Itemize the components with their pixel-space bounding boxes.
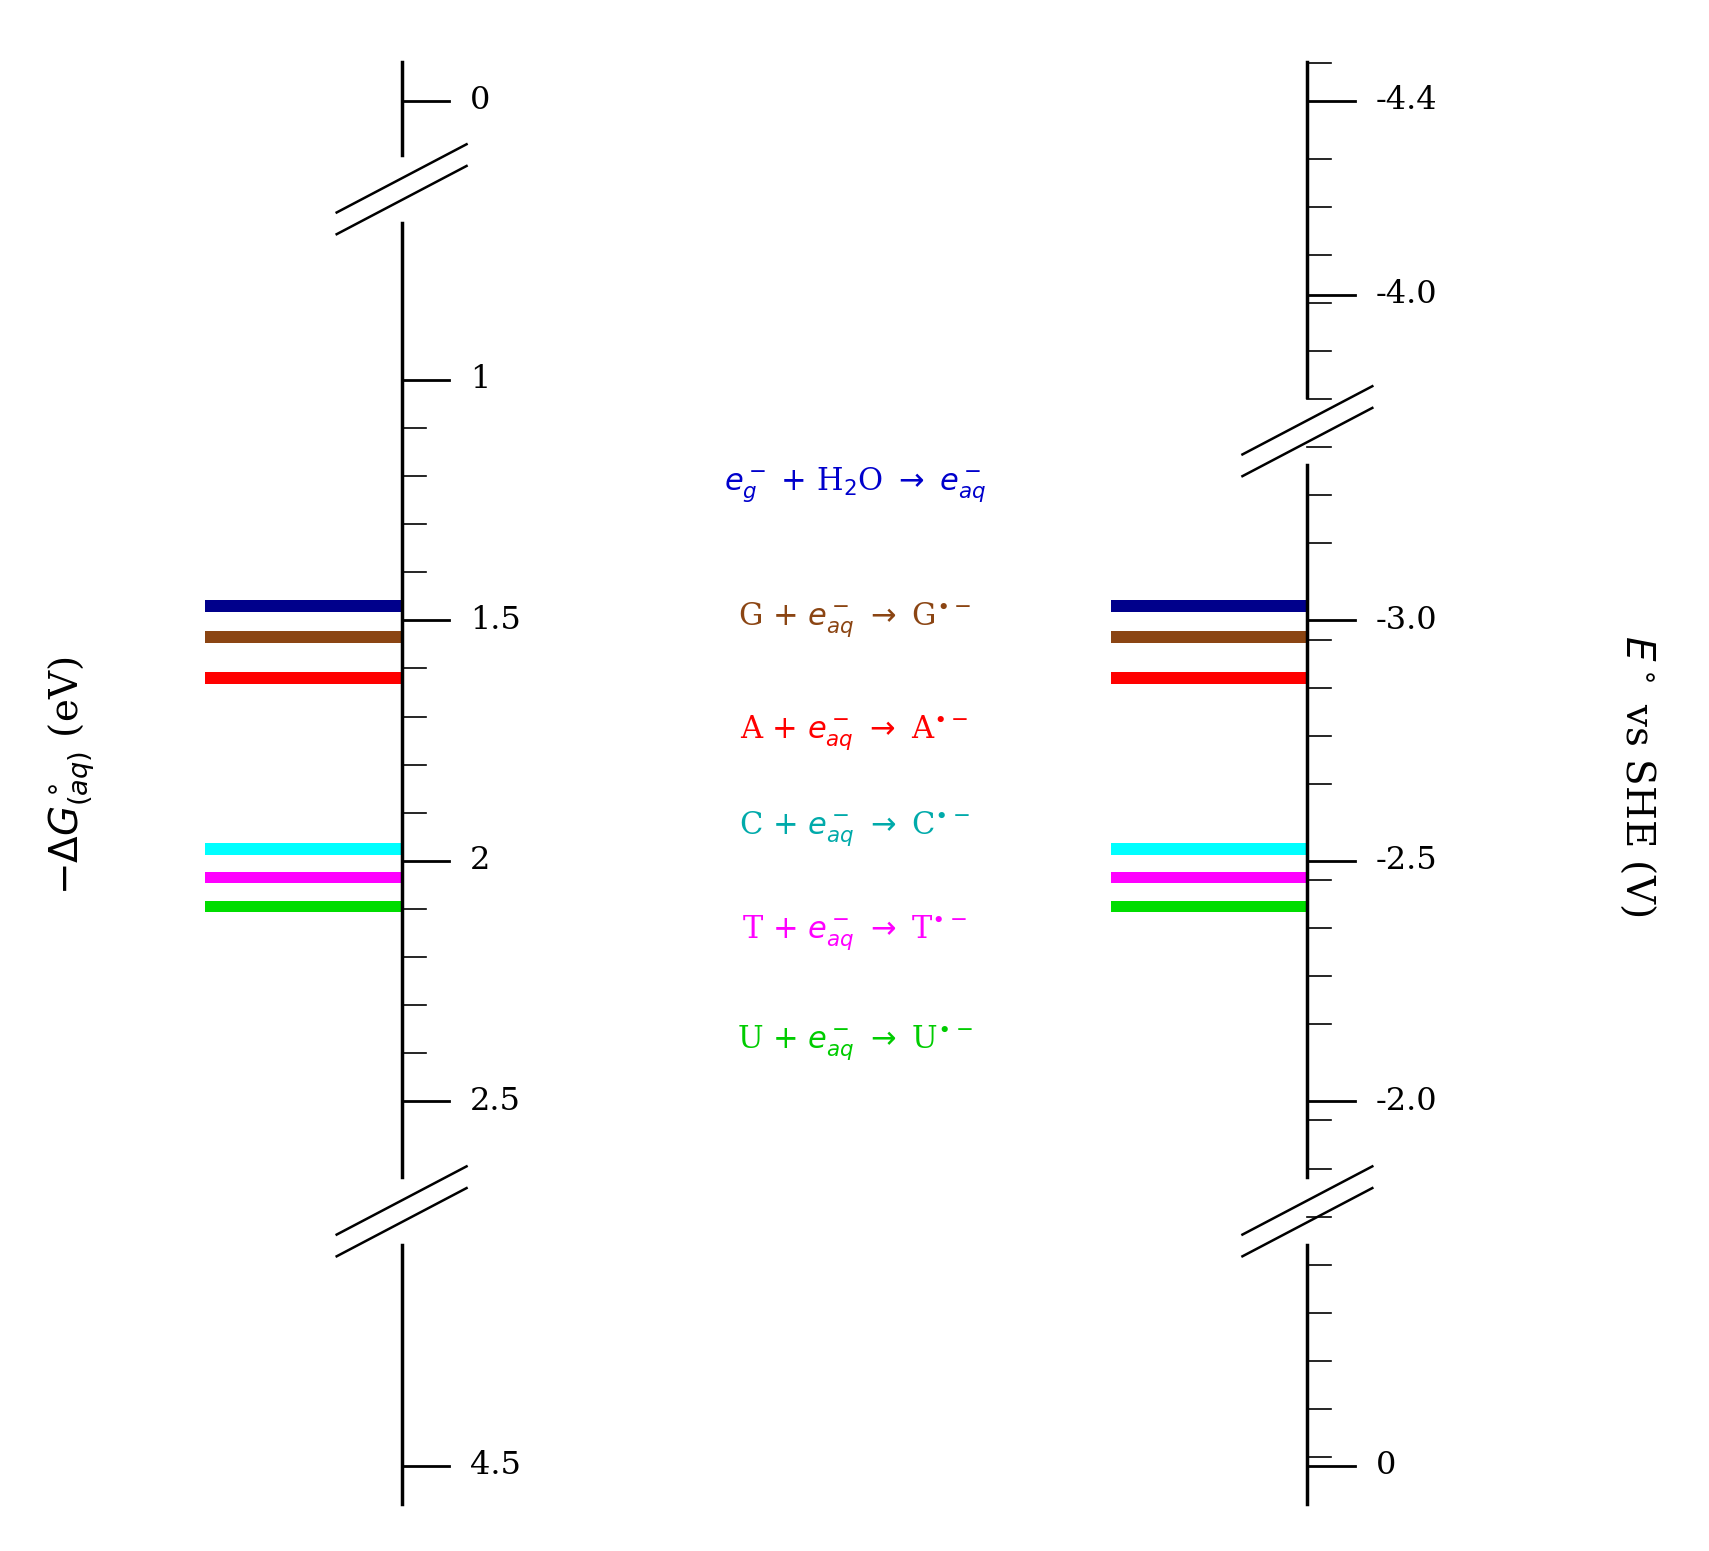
Text: G + $e_{aq}^-$ $\rightarrow$ G$^{\bullet-}$: G + $e_{aq}^-$ $\rightarrow$ G$^{\bullet… xyxy=(738,600,971,641)
Bar xyxy=(1111,672,1307,684)
Text: 2: 2 xyxy=(470,845,490,876)
Bar xyxy=(1111,842,1307,855)
Text: A + $e_{aq}^-$ $\rightarrow$ A$^{\bullet-}$: A + $e_{aq}^-$ $\rightarrow$ A$^{\bullet… xyxy=(740,713,969,754)
Text: 4.5: 4.5 xyxy=(470,1450,521,1481)
Text: 1.5: 1.5 xyxy=(470,605,521,636)
Text: -4.0: -4.0 xyxy=(1376,279,1437,310)
Bar xyxy=(205,872,402,884)
Bar xyxy=(205,901,402,912)
Bar xyxy=(1111,631,1307,644)
Bar xyxy=(1111,600,1307,611)
Bar xyxy=(205,842,402,855)
Text: 1: 1 xyxy=(470,364,490,396)
Text: 0: 0 xyxy=(470,85,490,116)
Text: -4.4: -4.4 xyxy=(1376,85,1437,116)
Text: -2.0: -2.0 xyxy=(1376,1086,1437,1117)
Text: $e_g^-$ + H$_2$O $\rightarrow$ $e_{aq}^-$: $e_g^-$ + H$_2$O $\rightarrow$ $e_{aq}^-… xyxy=(723,467,986,506)
Text: T + $e_{aq}^-$ $\rightarrow$ T$^{\bullet-}$: T + $e_{aq}^-$ $\rightarrow$ T$^{\bullet… xyxy=(742,914,967,952)
Bar xyxy=(1111,901,1307,912)
Text: U + $e_{aq}^-$ $\rightarrow$ U$^{\bullet-}$: U + $e_{aq}^-$ $\rightarrow$ U$^{\bullet… xyxy=(737,1024,972,1062)
Text: $-\Delta G^\circ_{(aq)}$ (eV): $-\Delta G^\circ_{(aq)}$ (eV) xyxy=(46,656,97,895)
Text: 0: 0 xyxy=(1376,1450,1396,1481)
Bar xyxy=(205,600,402,611)
Bar xyxy=(205,672,402,684)
Text: 2.5: 2.5 xyxy=(470,1086,521,1117)
Text: C + $e_{aq}^-$ $\rightarrow$ C$^{\bullet-}$: C + $e_{aq}^-$ $\rightarrow$ C$^{\bullet… xyxy=(738,810,971,850)
Text: -2.5: -2.5 xyxy=(1376,845,1437,876)
Bar xyxy=(1111,872,1307,884)
Text: $E^\circ$ vs SHE (V): $E^\circ$ vs SHE (V) xyxy=(1618,634,1656,917)
Text: -3.0: -3.0 xyxy=(1376,605,1437,636)
Bar xyxy=(205,631,402,644)
